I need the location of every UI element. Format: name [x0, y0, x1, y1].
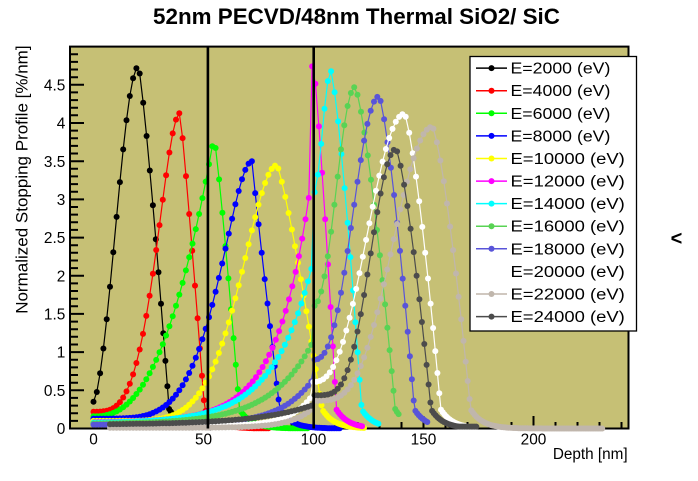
svg-text:E=2000 (eV): E=2000 (eV): [511, 61, 611, 78]
svg-text:4: 4: [57, 116, 66, 133]
svg-text:E=10000 (eV): E=10000 (eV): [511, 151, 625, 168]
svg-text:2: 2: [57, 268, 66, 285]
svg-text:Depth [nm]: Depth [nm]: [553, 446, 628, 463]
svg-text:4.5: 4.5: [44, 77, 65, 94]
svg-text:52nm PECVD/48nm Thermal SiO2/: 52nm PECVD/48nm Thermal SiO2/ SiC: [153, 4, 560, 29]
svg-text:1: 1: [57, 345, 66, 362]
svg-text:50: 50: [195, 431, 212, 448]
svg-text:E=24000 (eV): E=24000 (eV): [511, 309, 625, 326]
svg-text:E=6000 (eV): E=6000 (eV): [511, 106, 611, 123]
svg-text:E=20000 (eV): E=20000 (eV): [511, 264, 625, 281]
svg-text:Normalized Stopping Profile [%: Normalized Stopping Profile [%/nm]: [13, 45, 32, 313]
svg-text:3.5: 3.5: [44, 154, 65, 171]
svg-text:150: 150: [411, 431, 437, 448]
svg-text:3: 3: [57, 192, 66, 209]
svg-text:E=8000 (eV): E=8000 (eV): [511, 128, 611, 145]
svg-text:1.5: 1.5: [44, 307, 65, 324]
svg-text:0: 0: [89, 431, 98, 448]
svg-text:E=4000 (eV): E=4000 (eV): [511, 83, 611, 100]
svg-text:<: <: [671, 228, 683, 250]
svg-text:E=16000 (eV): E=16000 (eV): [511, 219, 625, 236]
svg-text:E=22000 (eV): E=22000 (eV): [511, 287, 625, 304]
svg-text:0.5: 0.5: [44, 383, 65, 400]
svg-text:100: 100: [301, 431, 327, 448]
svg-text:200: 200: [521, 431, 547, 448]
svg-text:E=14000 (eV): E=14000 (eV): [511, 196, 625, 213]
svg-text:E=12000 (eV): E=12000 (eV): [511, 174, 625, 191]
svg-text:E=18000 (eV): E=18000 (eV): [511, 241, 625, 258]
svg-text:2.5: 2.5: [44, 230, 65, 247]
svg-text:0: 0: [57, 421, 66, 438]
